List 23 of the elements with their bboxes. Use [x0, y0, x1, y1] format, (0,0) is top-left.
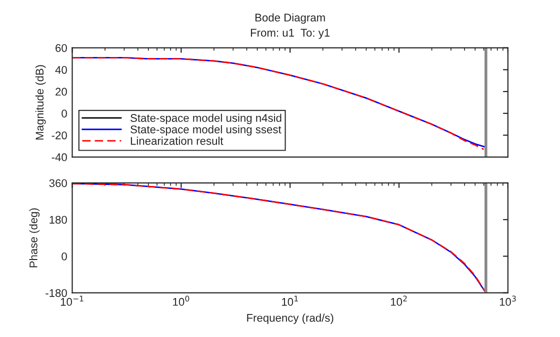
y-tick-label: 360 [49, 179, 67, 188]
x-tick-label: 10$^{−1}$ [60, 296, 84, 306]
chart-title: Bode Diagram [255, 13, 325, 24]
x-tick-label: 10$^{3}$ [500, 296, 516, 306]
x-tick-label: 10$^{0}$ [173, 296, 190, 306]
x-axis-title: Frequency (rad/s) [247, 314, 334, 324]
y-tick-label: 0 [62, 252, 67, 260]
y-axis-title: Magnitude (dB) [35, 65, 46, 140]
x-tick-label: 10$^{2}$ [390, 296, 407, 306]
y-tick-label: -20 [52, 131, 67, 140]
legend-label: State-space model using ssest [130, 125, 282, 136]
y-tick-label: 60 [56, 44, 67, 52]
legend-label: Linearization result [130, 136, 224, 145]
y-tick-label: 180 [50, 216, 67, 224]
y-tick-label: 0 [62, 110, 67, 118]
y-axis-title: Phase (deg) [29, 208, 40, 268]
chart-subtitle: From: u1 To: y1 [250, 28, 330, 39]
x-tick-label: 10$^{1}$ [282, 296, 298, 306]
y-tick-label: 20 [56, 88, 67, 96]
legend-label: State-space model using n4sid [130, 114, 282, 124]
y-tick-label: -180 [46, 289, 67, 297]
y-tick-label: -40 [52, 153, 67, 162]
y-tick-label: 40 [55, 66, 67, 74]
